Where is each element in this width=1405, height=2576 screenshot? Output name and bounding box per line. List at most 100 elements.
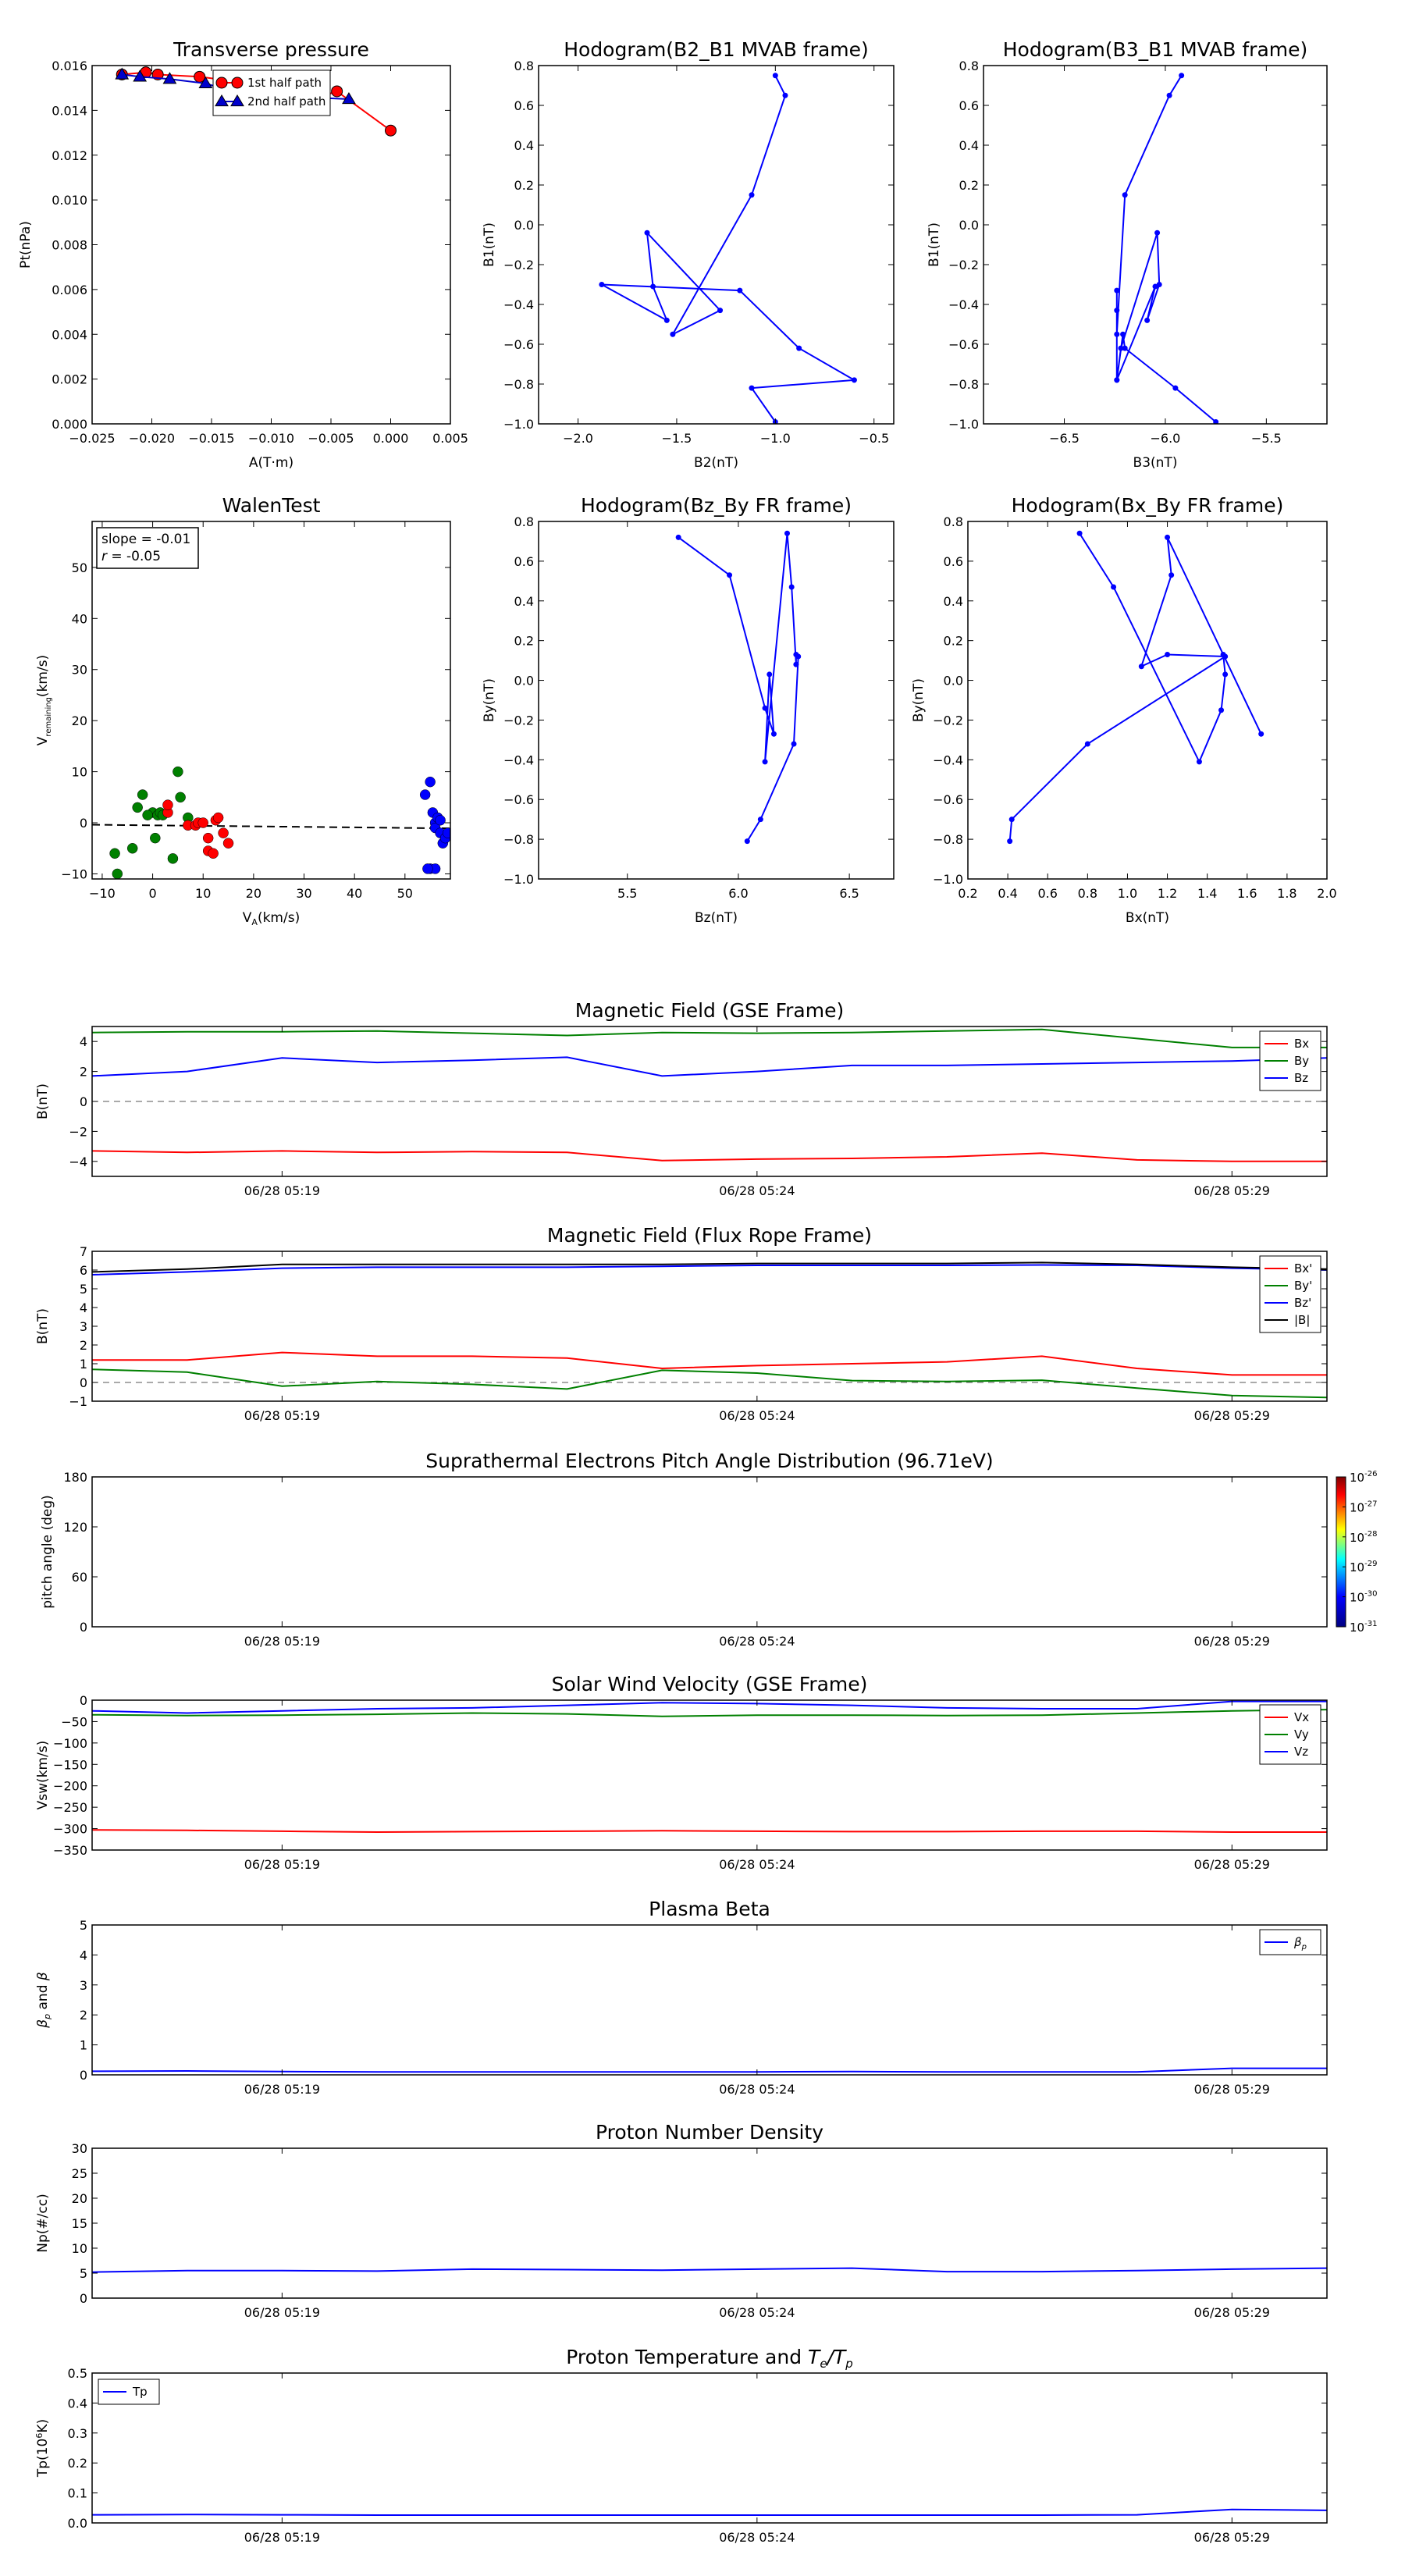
y-tick-label: 4 xyxy=(80,1300,87,1315)
y-tick-label: 0.8 xyxy=(514,514,534,529)
y-tick-label: 2 xyxy=(80,1338,87,1353)
plot-area xyxy=(109,766,450,879)
data-point xyxy=(202,832,214,844)
x-tick-label: 06/28 05:29 xyxy=(1194,2305,1270,2320)
series-line-Bx xyxy=(92,1150,1327,1162)
data-point xyxy=(422,863,433,874)
y-tick-label: 0.014 xyxy=(52,103,87,118)
y-tick-label: 0.008 xyxy=(52,238,87,253)
x-tick-label: −1.5 xyxy=(662,431,692,446)
x-tick-label: 0.005 xyxy=(432,431,468,446)
y-tick-label: 0.4 xyxy=(514,594,534,609)
y-tick-label: −200 xyxy=(53,1779,87,1794)
y-tick-label: −0.4 xyxy=(503,753,534,767)
data-point xyxy=(197,817,208,828)
data-point xyxy=(109,848,120,859)
chart-tpp: Proton Temperature and Te/Tp0.00.10.20.3… xyxy=(34,2346,1328,2545)
legend-item: By' xyxy=(1264,1279,1312,1293)
legend-item: By xyxy=(1264,1054,1309,1068)
data-point xyxy=(1111,584,1117,590)
data-point xyxy=(342,92,356,105)
legend-label: By' xyxy=(1294,1279,1312,1293)
data-point xyxy=(762,759,768,765)
x-tick-label: 1.0 xyxy=(1118,886,1137,901)
chart-title: Magnetic Field (Flux Rope Frame) xyxy=(547,1224,872,1247)
legend: Bx' By' Bz' |B| xyxy=(1259,1255,1321,1333)
data-point xyxy=(851,377,857,383)
legend: Vx Vy Vz xyxy=(1259,1704,1321,1765)
legend-item: 1st half path xyxy=(215,76,322,90)
y-tick-label: 0.6 xyxy=(959,98,979,113)
y-tick-label: 5 xyxy=(80,1918,87,1933)
data-point xyxy=(1138,664,1144,670)
title-sub-p: p xyxy=(845,2357,853,2371)
data-point xyxy=(1122,192,1128,198)
y-tick-label: −0.2 xyxy=(948,258,979,272)
y-tick-label: 0.012 xyxy=(52,148,87,163)
legend-item: Vx xyxy=(1264,1710,1309,1724)
y-tick-label: 0.0 xyxy=(68,2516,87,2531)
data-point xyxy=(133,69,148,82)
data-point xyxy=(208,848,219,859)
chart-title: Suprathermal Electrons Pitch Angle Distr… xyxy=(425,1450,993,1472)
legend: 1st half path 2nd half path xyxy=(212,69,331,116)
series-line-0 xyxy=(601,75,857,423)
data-point xyxy=(419,789,431,800)
y-axis-label: Vsw(km/s) xyxy=(35,1741,51,1810)
y-tick-label: 20 xyxy=(72,713,87,728)
legend: βp xyxy=(1259,1929,1321,1955)
x-tick-label: 0.8 xyxy=(1078,886,1097,901)
y-tick-label: −1.0 xyxy=(503,417,534,432)
data-point xyxy=(727,572,733,578)
legend-item: |B| xyxy=(1264,1313,1310,1327)
legend-item: 2nd half path xyxy=(215,94,325,109)
x-tick-label: 06/28 05:24 xyxy=(719,2305,795,2320)
y-tick-label: 4 xyxy=(80,1034,87,1049)
y-tick-label: 0.3 xyxy=(68,2426,87,2441)
y-tick-label: 0.6 xyxy=(514,554,534,569)
y-tick-label: 0.0 xyxy=(959,218,979,233)
y-tick-label: 2 xyxy=(80,1065,87,1080)
x-tick-label: −10 xyxy=(89,886,116,901)
y-tick-label: −100 xyxy=(53,1736,87,1751)
plot-area xyxy=(92,1700,1327,1834)
plot-area xyxy=(92,2067,1327,2073)
y-tick-label: −0.6 xyxy=(503,337,534,352)
chart-title: Hodogram(Bx_By FR frame) xyxy=(1012,494,1284,517)
y-tick-label: −0.8 xyxy=(503,377,534,392)
x-tick-label: 6.0 xyxy=(728,886,748,901)
data-point xyxy=(1114,287,1120,294)
y-tick-label: 0.4 xyxy=(514,138,534,153)
data-point xyxy=(212,812,224,824)
axes-frame xyxy=(91,521,451,880)
y-axis-label: B(nT) xyxy=(35,1308,51,1344)
chart-title: Solar Wind Velocity (GSE Frame) xyxy=(552,1673,868,1695)
y-tick-label: −1.0 xyxy=(948,417,979,432)
y-tick-label: 0 xyxy=(80,816,87,831)
annotation-slope: slope = -0.01 xyxy=(101,532,190,547)
y-tick-label: −0.6 xyxy=(933,792,963,807)
data-point xyxy=(132,802,143,813)
data-point xyxy=(1196,759,1202,765)
y-tick-label: 5 xyxy=(80,2266,87,2281)
plot-area xyxy=(92,2508,1327,2516)
ylabel-rest: K) xyxy=(35,2419,51,2433)
y-axis-label: By(nT) xyxy=(482,678,497,722)
y-tick-label: 30 xyxy=(72,663,87,678)
y-tick-label: 0.2 xyxy=(514,178,534,193)
title-sub-e: e xyxy=(820,2357,827,2371)
ylabel-rest2: β xyxy=(35,1972,51,1981)
axes-frame xyxy=(538,65,895,425)
y-tick-label: 10 xyxy=(72,2241,87,2256)
x-tick-label: −0.005 xyxy=(308,431,354,446)
x-tick-label: −0.020 xyxy=(129,431,175,446)
data-point xyxy=(762,705,768,711)
plot-area xyxy=(675,530,802,845)
chart-np: Proton Number Density 0 5 10 15 20 25 30 06/28 0… xyxy=(35,2121,1328,2320)
y-tick-label: −2 xyxy=(69,1124,87,1139)
x-tick-label: 06/28 05:29 xyxy=(1194,1408,1270,1423)
chart-walen: WalenTest −10 0 10 20 30 40 50 −10 0 10 20 30 40 50 Vre… xyxy=(35,494,451,927)
x-tick-label: 40 xyxy=(347,886,362,901)
y-tick-label: 0.6 xyxy=(944,554,963,569)
annotation-r-value: = -0.05 xyxy=(107,549,161,564)
